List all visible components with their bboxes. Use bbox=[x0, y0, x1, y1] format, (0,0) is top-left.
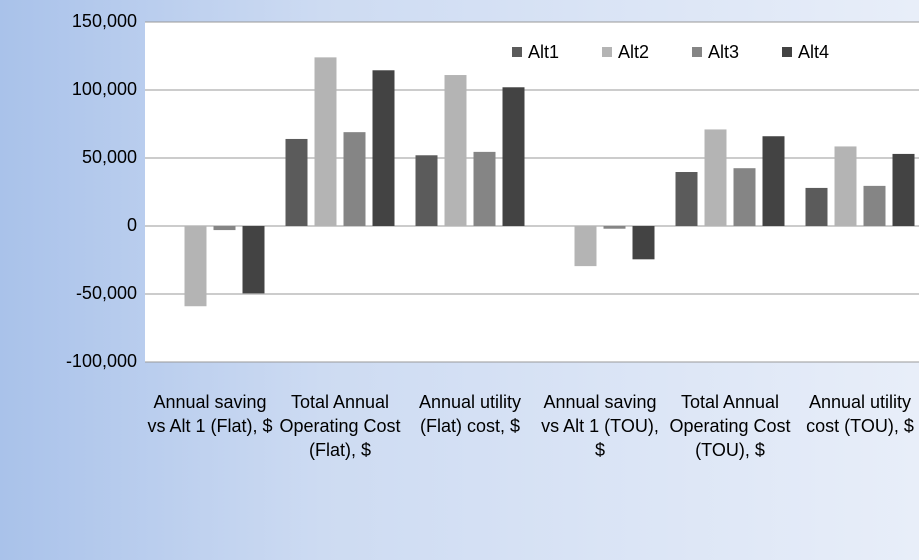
bar bbox=[892, 153, 915, 226]
bar bbox=[675, 172, 698, 226]
legend-label: Alt4 bbox=[798, 42, 829, 62]
plot-area bbox=[145, 22, 919, 362]
y-tick-label: 100,000 bbox=[72, 79, 137, 99]
y-tick-label: 0 bbox=[127, 215, 137, 235]
y-tick-label: -50,000 bbox=[76, 283, 137, 303]
legend-swatch bbox=[602, 47, 612, 57]
bar bbox=[574, 226, 597, 267]
legend-label: Alt3 bbox=[708, 42, 739, 62]
x-tick-label: Annual utility (Flat) cost, $ bbox=[418, 392, 522, 436]
legend-swatch bbox=[782, 47, 792, 57]
legend-label: Alt1 bbox=[528, 42, 559, 62]
x-tick-label: Total Annual Operating Cost (Flat), $ bbox=[279, 392, 401, 460]
bar bbox=[415, 155, 438, 226]
bar bbox=[502, 87, 525, 226]
legend-swatch bbox=[692, 47, 702, 57]
bar bbox=[285, 138, 308, 226]
y-tick-label: -100,000 bbox=[66, 351, 137, 371]
bar bbox=[603, 226, 626, 229]
bar bbox=[704, 129, 727, 226]
bar bbox=[314, 57, 337, 226]
x-tick-label: Annual saving vs Alt 1 (Flat), $ bbox=[147, 392, 273, 436]
bar bbox=[444, 75, 467, 226]
legend-label: Alt2 bbox=[618, 42, 649, 62]
bar bbox=[805, 187, 828, 226]
x-tick-label: Total Annual Operating Cost (TOU), $ bbox=[669, 392, 791, 460]
bar bbox=[632, 226, 655, 260]
legend-swatch bbox=[512, 47, 522, 57]
x-tick-label: Annual utility cost (TOU), $ bbox=[806, 392, 914, 436]
bar bbox=[343, 132, 366, 226]
x-tick-label: Annual saving vs Alt 1 (TOU), $ bbox=[541, 392, 659, 460]
bar bbox=[372, 70, 395, 226]
bar bbox=[733, 168, 756, 226]
bar bbox=[213, 226, 236, 231]
bar bbox=[834, 146, 857, 226]
bar bbox=[762, 136, 785, 226]
y-tick-label: 150,000 bbox=[72, 11, 137, 31]
y-tick-label: 50,000 bbox=[82, 147, 137, 167]
bar bbox=[473, 151, 496, 226]
bar bbox=[242, 226, 265, 294]
bar bbox=[863, 185, 886, 226]
bar bbox=[184, 226, 207, 307]
